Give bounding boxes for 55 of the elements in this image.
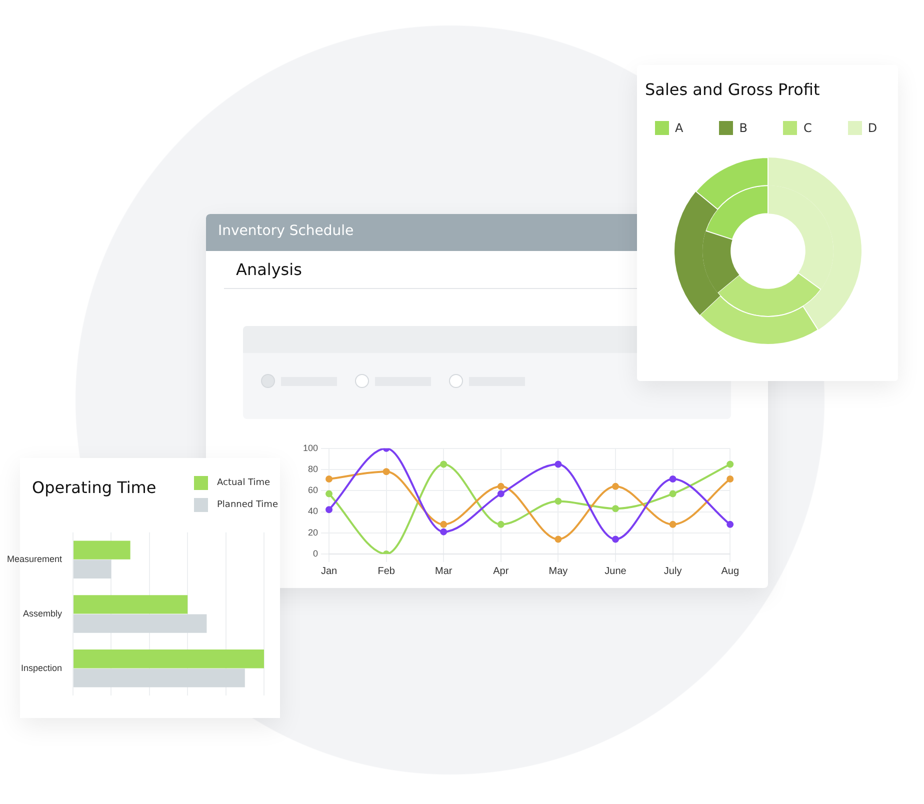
y-tick-label: Measurement — [6, 554, 63, 564]
x-tick-label: Feb — [378, 566, 396, 577]
point — [726, 520, 734, 528]
bar — [74, 650, 264, 668]
point — [669, 520, 676, 528]
point — [440, 460, 448, 468]
point — [669, 490, 676, 498]
chart-title: Operating Time — [32, 478, 156, 497]
x-tick-label: Apr — [493, 566, 510, 577]
point — [554, 460, 562, 468]
chart-subtitle: Analysis — [236, 260, 302, 279]
bar — [74, 668, 245, 688]
point — [326, 506, 333, 514]
point — [382, 468, 390, 476]
chart-title: Inventory Schedule — [218, 223, 354, 239]
point — [726, 476, 734, 483]
legend-label: D — [868, 121, 878, 135]
point — [554, 498, 562, 505]
legend-label: Planned Time — [217, 500, 278, 510]
bar — [74, 595, 188, 614]
chart-title: Sales and Gross Profit — [645, 80, 820, 99]
legend-label: Actual Time — [217, 478, 270, 488]
y-tick-label: 40 — [308, 506, 318, 516]
point — [612, 505, 620, 512]
point — [554, 536, 562, 543]
bar — [74, 560, 112, 578]
bar — [74, 614, 207, 633]
y-tick-label: 100 — [302, 442, 318, 453]
point — [612, 482, 620, 490]
bar — [74, 540, 130, 560]
y-tick-label: 20 — [308, 527, 318, 538]
x-tick-label: June — [604, 566, 627, 577]
legend-label: B — [739, 121, 748, 135]
y-tick-label: Inspection — [20, 662, 62, 673]
point — [612, 536, 620, 543]
legend-label: A — [675, 121, 684, 135]
point — [726, 460, 734, 468]
point — [326, 476, 333, 483]
legend-label: C — [803, 121, 812, 135]
x-tick-label: Jan — [320, 566, 338, 577]
point — [326, 490, 333, 498]
x-tick-label: Mar — [434, 566, 453, 577]
y-tick-label: 60 — [308, 485, 318, 496]
point — [497, 490, 504, 498]
point — [440, 528, 448, 536]
y-tick-label: 80 — [308, 464, 318, 474]
x-tick-label: Aug — [721, 566, 739, 577]
point — [497, 482, 504, 490]
x-tick-label: May — [548, 566, 568, 577]
y-tick-label: Assembly — [23, 608, 63, 618]
y-tick-label: 0 — [313, 548, 318, 558]
point — [440, 520, 448, 528]
x-tick-label: July — [664, 566, 682, 577]
point — [497, 520, 504, 528]
point — [669, 476, 676, 483]
